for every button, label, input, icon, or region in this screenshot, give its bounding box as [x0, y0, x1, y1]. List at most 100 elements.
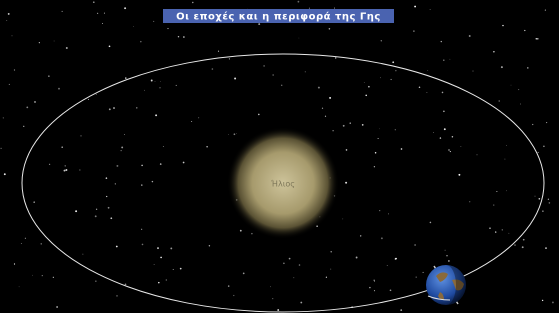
star — [430, 9, 431, 10]
star — [102, 23, 103, 24]
star — [473, 71, 474, 72]
star — [270, 286, 271, 287]
star — [183, 36, 185, 38]
star — [527, 67, 529, 69]
star — [23, 126, 24, 127]
star — [401, 148, 403, 150]
star — [387, 265, 388, 266]
star — [281, 85, 282, 86]
star — [163, 146, 164, 147]
star — [379, 210, 380, 211]
star — [151, 80, 153, 82]
star — [136, 107, 137, 108]
star — [329, 97, 331, 99]
simulation-view: Ήλιος Οι εποχές και η περιφορά της Γης — [0, 0, 559, 313]
star — [124, 7, 126, 9]
star — [125, 77, 126, 78]
star — [49, 164, 50, 165]
star — [183, 162, 185, 164]
star — [104, 13, 105, 14]
star — [322, 108, 323, 109]
star — [62, 11, 63, 12]
star — [115, 183, 116, 184]
star — [511, 85, 512, 86]
star — [116, 165, 118, 167]
star — [110, 217, 112, 219]
star — [109, 108, 111, 110]
star — [34, 101, 35, 102]
star — [6, 20, 7, 21]
star — [155, 114, 157, 116]
star — [499, 100, 500, 101]
star — [504, 159, 505, 160]
star — [19, 286, 20, 287]
star — [388, 213, 389, 214]
star — [536, 38, 538, 40]
star — [395, 70, 396, 71]
star — [48, 75, 49, 76]
star — [166, 279, 167, 280]
star — [335, 57, 336, 58]
star — [537, 38, 538, 39]
star — [514, 245, 515, 246]
star — [369, 287, 370, 288]
star — [299, 38, 300, 39]
star — [546, 122, 547, 123]
star — [80, 135, 81, 136]
star — [251, 233, 253, 235]
star — [206, 146, 207, 147]
star — [501, 66, 503, 68]
star — [395, 258, 397, 260]
star — [96, 209, 97, 210]
star — [133, 26, 134, 27]
star — [240, 230, 242, 232]
star — [154, 264, 155, 265]
star — [538, 152, 539, 153]
star — [545, 247, 547, 249]
page: Ήλιος Οι εποχές και η περιφορά της Γης (… — [0, 0, 559, 313]
star — [362, 124, 364, 126]
star — [158, 282, 160, 284]
star — [535, 196, 536, 197]
star — [218, 51, 219, 52]
star — [66, 47, 68, 49]
star — [293, 277, 294, 278]
star — [345, 182, 347, 184]
star — [413, 30, 414, 31]
star — [144, 90, 145, 91]
star — [489, 228, 490, 229]
star — [116, 295, 117, 296]
star — [191, 121, 192, 122]
star — [518, 89, 519, 90]
star — [141, 165, 143, 167]
star — [380, 77, 381, 78]
star — [414, 6, 416, 8]
star — [233, 295, 234, 296]
star — [545, 10, 546, 11]
star — [155, 81, 156, 82]
star — [309, 8, 310, 9]
star — [153, 21, 154, 22]
star — [476, 154, 477, 155]
earth[interactable] — [426, 265, 466, 305]
star — [350, 123, 351, 124]
star — [433, 132, 434, 133]
star — [395, 129, 396, 130]
star — [160, 81, 161, 82]
sun-label: Ήλιος — [270, 179, 295, 189]
star — [236, 133, 237, 134]
star — [368, 86, 370, 88]
star — [440, 137, 441, 138]
star — [441, 41, 442, 42]
star — [141, 184, 142, 185]
star — [426, 92, 427, 93]
star — [234, 133, 236, 135]
star — [392, 61, 394, 63]
star — [0, 148, 1, 149]
star — [444, 128, 446, 130]
star — [209, 245, 210, 246]
star — [228, 285, 229, 286]
star — [506, 145, 507, 146]
star — [61, 146, 63, 148]
star — [152, 181, 153, 182]
